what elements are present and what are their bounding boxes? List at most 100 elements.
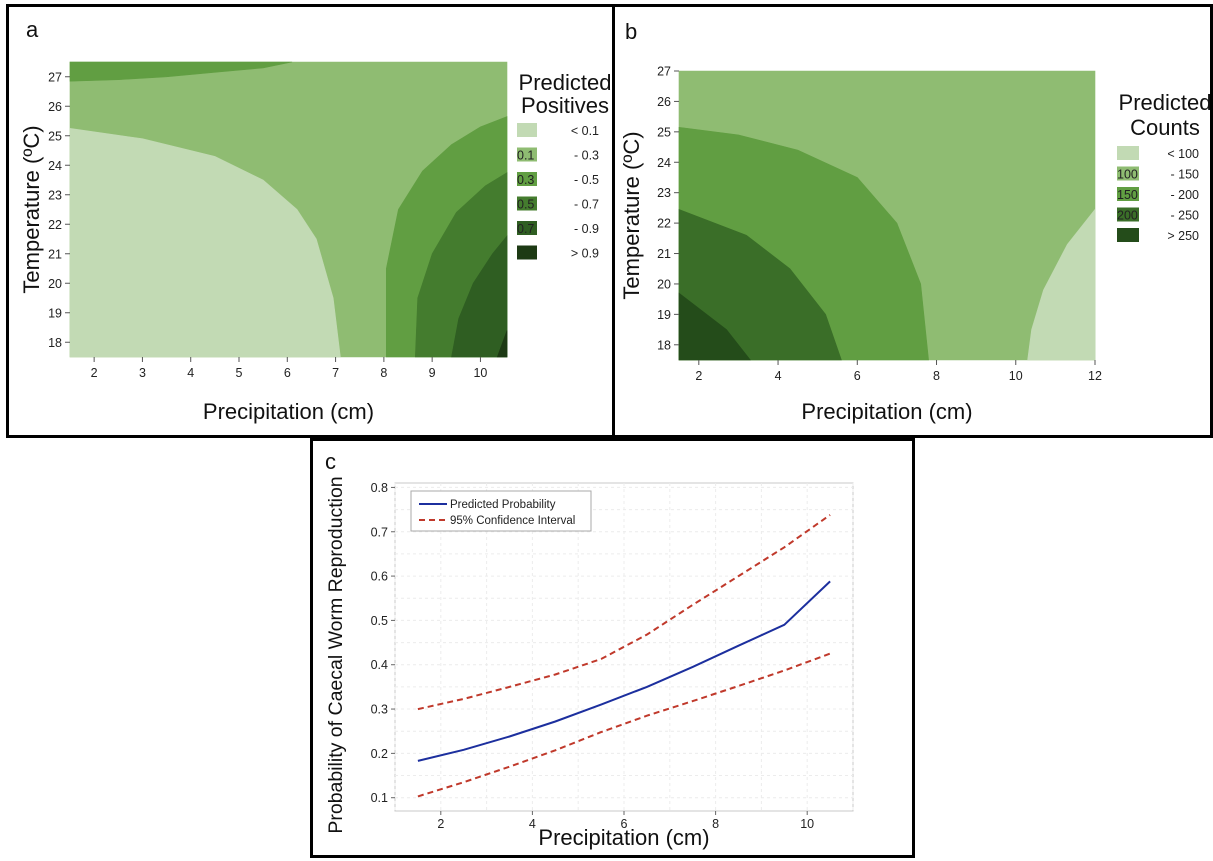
y-tick-label: 0.2: [371, 747, 388, 761]
y-tick-label: 18: [48, 336, 62, 350]
y-tick-label: 21: [657, 247, 671, 261]
confidence-interval-line: [417, 652, 831, 798]
legend-low-label: 150: [1117, 188, 1138, 202]
y-tick-label: 0.8: [371, 481, 388, 495]
legend-swatch: [1117, 207, 1139, 222]
legend-high-label: - 0.9: [574, 222, 599, 236]
legend-swatch: [1117, 166, 1139, 181]
y-tick-label: 20: [48, 277, 62, 291]
x-tick-label: 8: [380, 366, 387, 380]
legend-high-label: - 150: [1171, 168, 1200, 182]
panel-b: b 2 4 6 8 10 12 18 19 20 21 22 23 24 25 26 27 Precipitati…: [612, 4, 1213, 438]
x-tick-label: 10: [800, 817, 814, 831]
y-tick-label: 0.3: [371, 703, 388, 717]
legend-swatch: [517, 245, 537, 260]
legend-high-label: - 200: [1171, 188, 1200, 202]
legend-swatch: [517, 123, 537, 137]
x-tick-label: 4: [529, 817, 536, 831]
legend-low-label: 0.3: [517, 173, 534, 187]
contour-region: [69, 128, 341, 358]
y-tick-label: 23: [657, 186, 671, 200]
y-tick-label: 0.5: [371, 614, 388, 628]
panel-a-label: a: [26, 17, 39, 42]
panel-c: c 2 4 6 8 10 0.1 0.2 0.3 0.4 0.5 0.6 0.7 0.8 Predicted…: [310, 438, 915, 858]
y-tick-label: 0.7: [371, 525, 388, 539]
panel-a: a 2 3 4 5 6 7 8 9 10 18 19 20 21 22 23 24 25 26 27 Precipita…: [6, 4, 615, 438]
y-tick-label: 26: [48, 100, 62, 114]
x-tick-label: 8: [933, 369, 940, 383]
legend-high-label: - 0.5: [574, 173, 599, 187]
x-tick-label: 9: [429, 366, 436, 380]
y-axis-title: Temperature (ºC): [19, 125, 44, 293]
legend-title: Predicted: [519, 70, 612, 95]
x-tick-label: 3: [139, 366, 146, 380]
x-tick-label: 10: [473, 366, 487, 380]
legend-low-label: 0.5: [517, 198, 534, 212]
x-tick-label: 5: [236, 366, 243, 380]
legend-title: Positives: [521, 93, 609, 118]
legend-low-label: 100: [1117, 168, 1138, 182]
x-axis-title: Precipitation (cm): [203, 399, 374, 424]
legend-high-label: > 0.9: [571, 247, 599, 261]
y-tick-label: 22: [657, 217, 671, 231]
legend-title: Counts: [1130, 115, 1200, 140]
legend-box: [410, 490, 592, 532]
x-axis-title: Precipitation (cm): [538, 825, 709, 850]
legend-swatch: [1117, 228, 1139, 242]
contour-region: [69, 61, 293, 82]
y-tick-label: 24: [48, 159, 62, 173]
legend-swatch: [517, 172, 537, 186]
y-tick-label: 23: [48, 188, 62, 202]
x-tick-label: 2: [695, 369, 702, 383]
x-tick-label: 6: [854, 369, 861, 383]
x-tick-label: 2: [91, 366, 98, 380]
x-tick-label: 6: [621, 817, 628, 831]
confidence-interval-line: [417, 514, 831, 711]
y-axis-title: Probability of Caecal Worm Reproduction: [325, 476, 347, 833]
y-axis-title: Temperature (ºC): [619, 131, 644, 299]
legend-low-label: 0.1: [517, 149, 534, 163]
legend-low-label: 0.7: [517, 222, 534, 236]
contour-region: [678, 292, 751, 361]
x-tick-label: 6: [284, 366, 291, 380]
y-tick-label: 18: [657, 338, 671, 352]
legend-label: 95% Confidence Interval: [450, 515, 575, 527]
legend-high-label: - 0.7: [574, 198, 599, 212]
x-tick-label: 4: [187, 366, 194, 380]
legend-swatch: [517, 147, 537, 162]
legend-high-label: < 0.1: [571, 124, 599, 138]
y-tick-label: 20: [657, 277, 671, 291]
legend-swatch: [517, 221, 537, 235]
legend-title: Predicted: [1119, 90, 1212, 115]
x-axis-title: Precipitation (cm): [801, 399, 972, 424]
contour-region: [496, 330, 508, 358]
contour-plot-positives: a2 3 4 5 6 7 8 9 1018192021222324252627Precipita…: [19, 17, 612, 424]
x-tick-label: 10: [1009, 369, 1023, 383]
x-tick-label: 8: [712, 817, 719, 831]
y-tick-label: 19: [657, 308, 671, 322]
y-tick-label: 0.6: [371, 570, 388, 584]
x-tick-label: 4: [775, 369, 782, 383]
predicted-probability-line: [417, 580, 831, 762]
y-tick-label: 25: [657, 125, 671, 139]
x-tick-label: 7: [332, 366, 339, 380]
panel-b-label: b: [625, 19, 637, 44]
legend-swatch: [1117, 187, 1139, 201]
y-tick-label: 27: [48, 70, 62, 84]
legend-high-label: < 100: [1167, 147, 1199, 161]
legend-swatch: [1117, 146, 1139, 160]
y-tick-label: 0.1: [371, 791, 388, 805]
y-tick-label: 27: [657, 65, 671, 79]
contour-plot-counts: b2 4 6 8 10 1218192021222324252627Precipitati…: [619, 19, 1212, 424]
y-tick-label: 26: [657, 95, 671, 109]
legend-label: Predicted Probability: [450, 499, 556, 511]
y-tick-label: 22: [48, 218, 62, 232]
y-tick-label: 21: [48, 247, 62, 261]
legend-low-label: 200: [1117, 209, 1138, 223]
legend-high-label: - 250: [1171, 209, 1200, 223]
x-tick-label: 12: [1088, 369, 1102, 383]
y-tick-label: 19: [48, 306, 62, 320]
legend-high-label: - 0.3: [574, 149, 599, 163]
y-tick-label: 24: [657, 156, 671, 170]
y-tick-label: 0.4: [371, 658, 388, 672]
